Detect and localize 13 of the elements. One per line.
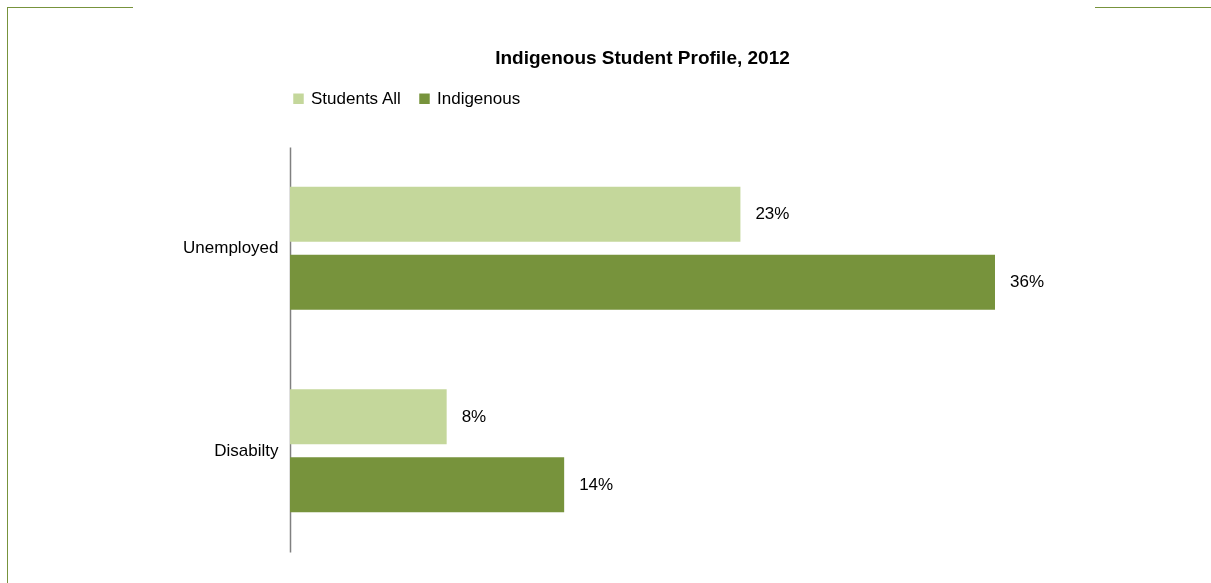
bar	[290, 254, 995, 310]
data-label: 8%	[461, 406, 487, 426]
bar	[290, 389, 447, 445]
legend-label: Students All	[311, 88, 401, 108]
data-label: 23%	[755, 204, 790, 224]
legend-label: Indigenous	[437, 88, 521, 108]
y-tick-label: Disabilty	[214, 440, 279, 460]
data-label: 36%	[1010, 272, 1045, 292]
y-tick-label: Unemployed	[183, 238, 279, 258]
chart-title: Indigenous Student Profile, 2012	[495, 47, 790, 68]
bar	[290, 457, 565, 513]
bar	[290, 186, 741, 242]
data-label: 14%	[579, 474, 614, 494]
